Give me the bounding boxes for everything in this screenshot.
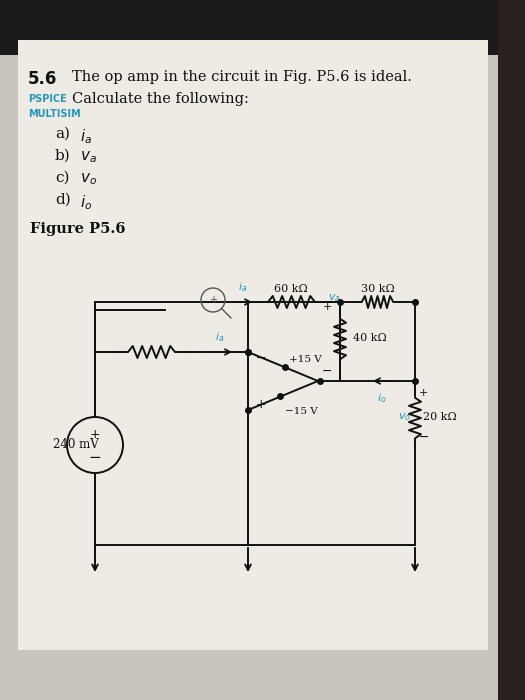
Text: $v_o$: $v_o$: [398, 411, 411, 423]
Text: −: −: [89, 449, 101, 465]
Text: 60 kΩ: 60 kΩ: [274, 284, 308, 294]
Text: +: +: [90, 428, 100, 442]
Text: b): b): [55, 149, 71, 163]
FancyBboxPatch shape: [18, 40, 488, 650]
Text: 40 kΩ: 40 kΩ: [353, 333, 387, 343]
Text: The op amp in the circuit in Fig. P5.6 is ideal.: The op amp in the circuit in Fig. P5.6 i…: [72, 70, 412, 84]
Text: a): a): [55, 127, 70, 141]
Polygon shape: [248, 352, 318, 410]
Text: −15 V: −15 V: [285, 407, 318, 416]
Text: PSPICE: PSPICE: [28, 94, 67, 104]
Text: $v_a$: $v_a$: [80, 149, 97, 164]
Text: +: +: [419, 388, 428, 398]
Text: −: −: [419, 430, 429, 444]
Text: $i_a$: $i_a$: [215, 330, 225, 344]
Text: $i_a$: $i_a$: [80, 127, 92, 146]
Bar: [0, 0, 525, 55]
Text: +: +: [209, 295, 217, 305]
Text: $i_a$: $i_a$: [238, 280, 248, 294]
Text: +: +: [323, 302, 332, 312]
Text: $i_o$: $i_o$: [377, 391, 387, 405]
Text: Calculate the following:: Calculate the following:: [72, 92, 249, 106]
Text: +: +: [256, 398, 267, 410]
Text: 30 kΩ: 30 kΩ: [361, 284, 395, 294]
Bar: [498, 0, 525, 700]
Text: $v_a$: $v_a$: [328, 292, 341, 304]
Text: c): c): [55, 171, 69, 185]
Text: −: −: [321, 365, 332, 377]
Text: −: −: [256, 351, 267, 365]
Text: 5.6: 5.6: [28, 70, 57, 88]
Text: Figure P5.6: Figure P5.6: [30, 222, 125, 236]
Text: $i_o$: $i_o$: [80, 193, 92, 211]
Text: $v_o$: $v_o$: [80, 171, 97, 187]
Text: MULTISIM: MULTISIM: [28, 109, 81, 119]
Text: d): d): [55, 193, 71, 207]
Text: 240 mV: 240 mV: [53, 438, 99, 452]
Text: +15 V: +15 V: [289, 354, 322, 363]
Text: 20 kΩ: 20 kΩ: [423, 412, 457, 422]
